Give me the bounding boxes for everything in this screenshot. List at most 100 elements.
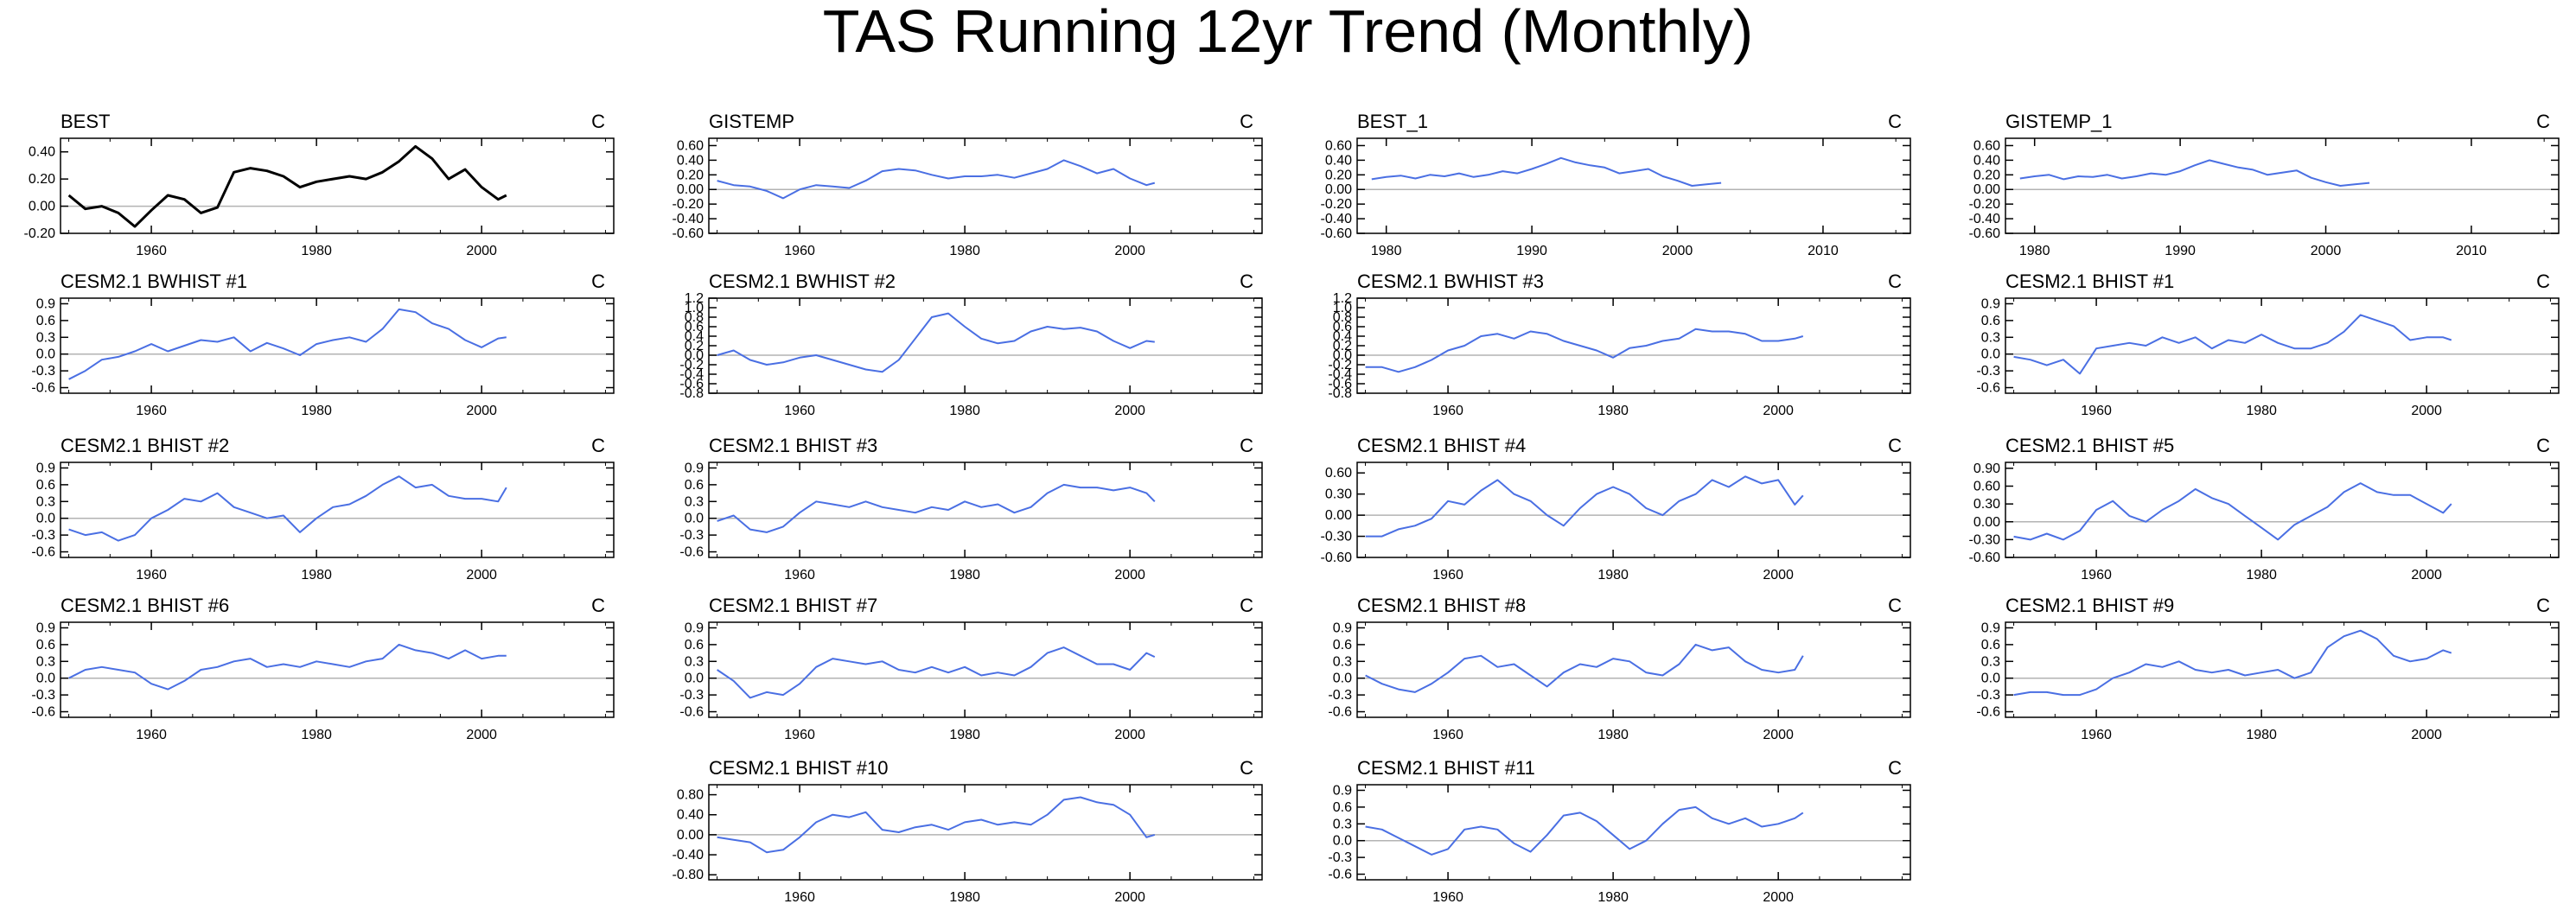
y-tick-label: 0.60 — [1325, 466, 1352, 481]
y-tick-label: 0.00 — [677, 828, 704, 843]
y-tick-label: 0.6 — [1333, 320, 1352, 334]
x-tick-label: 1980 — [1371, 244, 1402, 258]
y-tick-label: -0.4 — [679, 367, 704, 382]
y-tick-label: 0.3 — [36, 654, 55, 669]
y-tick-label: -0.80 — [673, 868, 705, 882]
y-tick-label: 0.30 — [1325, 487, 1352, 502]
plot-frame — [60, 621, 615, 718]
x-tick-label: 1960 — [784, 244, 815, 258]
y-tick-label: -0.6 — [679, 705, 704, 720]
y-tick-label: 0.6 — [36, 638, 55, 652]
y-tick-label: 0.4 — [1333, 329, 1352, 344]
y-tick-label: -0.6 — [1328, 705, 1352, 720]
series-line — [717, 796, 1156, 854]
y-tick-label: -0.6 — [1976, 705, 2000, 720]
series-line — [1365, 643, 1804, 693]
y-tick-label: 0.0 — [1333, 348, 1352, 363]
plot-frame — [1356, 461, 1911, 558]
panel-11: CESM2.1 BHIST #4 C -0.60 -0.30 0.00 0.30 0.60 1… — [1321, 435, 1911, 582]
y-tick-label: 0.40 — [677, 808, 704, 823]
panel-title: CESM2.1 BHIST #9 — [2005, 595, 2174, 616]
x-tick-label: 1960 — [784, 568, 815, 582]
y-tick-label: 0.0 — [1333, 672, 1352, 686]
panel-title: GISTEMP_1 — [2005, 111, 2112, 132]
x-tick-label: 2000 — [1763, 404, 1794, 418]
x-tick-label: 1960 — [136, 568, 167, 582]
panel-title: CESM2.1 BWHIST #2 — [709, 271, 896, 292]
panel-3: BEST_1 C -0.60-0.40-0.200.000.200.400.60 19… — [1321, 111, 1911, 258]
x-tick-label: 2000 — [466, 244, 497, 258]
panel-units: C — [591, 271, 605, 292]
x-tick-label: 1980 — [1597, 890, 1629, 905]
y-tick-label: -0.8 — [1328, 386, 1352, 401]
x-tick-label: 2000 — [466, 728, 497, 742]
x-tick-label: 1960 — [1432, 890, 1463, 905]
y-tick-label: -0.3 — [679, 688, 704, 703]
x-tick-label: 2010 — [1808, 244, 1839, 258]
panel-title: CESM2.1 BHIST #2 — [61, 435, 229, 456]
panel-units: C — [2536, 271, 2550, 292]
x-tick-label: 1960 — [136, 404, 167, 418]
y-tick-label: 0.4 — [685, 329, 704, 344]
y-tick-label: -0.3 — [1976, 364, 2000, 379]
y-tick-label: 0.3 — [1333, 654, 1352, 669]
plot-frame — [708, 137, 1263, 234]
panel-1: BEST C -0.20 0.00 0.20 0.40 1960 1980 2000 — [24, 111, 615, 258]
x-tick-label: 1980 — [301, 244, 332, 258]
y-tick-label: 0.20 — [677, 168, 704, 182]
y-tick-label: 0.20 — [1325, 168, 1352, 182]
x-tick-label: 1990 — [2165, 244, 2196, 258]
y-tick-label: -0.6 — [1328, 377, 1352, 391]
y-tick-label: 0.0 — [36, 672, 55, 686]
y-tick-label: 0.90 — [1973, 461, 2000, 476]
y-tick-label: -0.30 — [1969, 532, 2001, 547]
panel-7: CESM2.1 BWHIST #3 C -0.8-0.6-0.4-0.20.00.2… — [1328, 271, 1911, 418]
x-tick-label: 2000 — [1114, 728, 1145, 742]
x-tick-label: 1960 — [1432, 728, 1463, 742]
series-line — [717, 646, 1156, 699]
panel-title: CESM2.1 BWHIST #1 — [61, 271, 247, 292]
y-tick-label: 0.9 — [36, 296, 55, 311]
panel-13: CESM2.1 BHIST #6 C -0.6 -0.3 0.0 0.3 0.6 0.9 196… — [31, 595, 615, 742]
y-tick-label: 0.6 — [1981, 314, 2000, 328]
panel-5: CESM2.1 BWHIST #1 C -0.6 -0.3 0.0 0.3 0.6 0.9 19… — [31, 271, 615, 418]
y-tick-label: 0.40 — [29, 145, 55, 160]
panel-title: CESM2.1 BHIST #5 — [2005, 435, 2174, 456]
plot-frame — [2005, 461, 2560, 558]
y-tick-label: -0.8 — [679, 386, 704, 401]
x-tick-label: 1980 — [949, 890, 980, 905]
y-tick-label: 0.00 — [1973, 182, 2000, 197]
series-line — [1371, 156, 1722, 187]
y-tick-label: 0.0 — [1981, 347, 2000, 362]
x-tick-label: 1980 — [1597, 568, 1629, 582]
y-tick-label: -0.6 — [679, 545, 704, 560]
y-tick-label: -0.6 — [31, 381, 55, 396]
y-tick-label: -0.6 — [31, 705, 55, 720]
series-line — [717, 483, 1156, 533]
y-tick-label: 0.9 — [685, 621, 704, 635]
y-tick-label: -0.20 — [1969, 197, 2001, 212]
x-tick-label: 1960 — [1432, 404, 1463, 418]
panel-units: C — [1888, 271, 1902, 292]
y-tick-label: -0.6 — [679, 377, 704, 391]
x-tick-label: 2000 — [2411, 728, 2442, 742]
plot-frame — [1356, 784, 1911, 881]
plot-frame — [60, 297, 615, 394]
x-tick-label: 1980 — [1597, 728, 1629, 742]
y-tick-label: -0.30 — [1321, 530, 1353, 544]
panel-units: C — [591, 435, 605, 456]
y-tick-label: 0.9 — [36, 621, 55, 635]
panel-12: CESM2.1 BHIST #5 C -0.60 -0.30 0.00 0.30 0.60 0… — [1969, 435, 2560, 582]
x-tick-label: 1960 — [2081, 568, 2112, 582]
series-line — [717, 312, 1155, 373]
y-tick-label: -0.3 — [1976, 688, 2000, 703]
series-line — [2013, 629, 2452, 697]
x-tick-label: 1960 — [784, 728, 815, 742]
plot-frame — [708, 461, 1263, 558]
y-tick-label: 0.0 — [685, 672, 704, 686]
y-tick-label: -0.3 — [31, 528, 55, 543]
series-line — [2019, 159, 2370, 187]
series-line — [68, 475, 507, 542]
panel-15: CESM2.1 BHIST #8 C -0.6 -0.3 0.0 0.3 0.6 0.9 196… — [1328, 595, 1911, 742]
